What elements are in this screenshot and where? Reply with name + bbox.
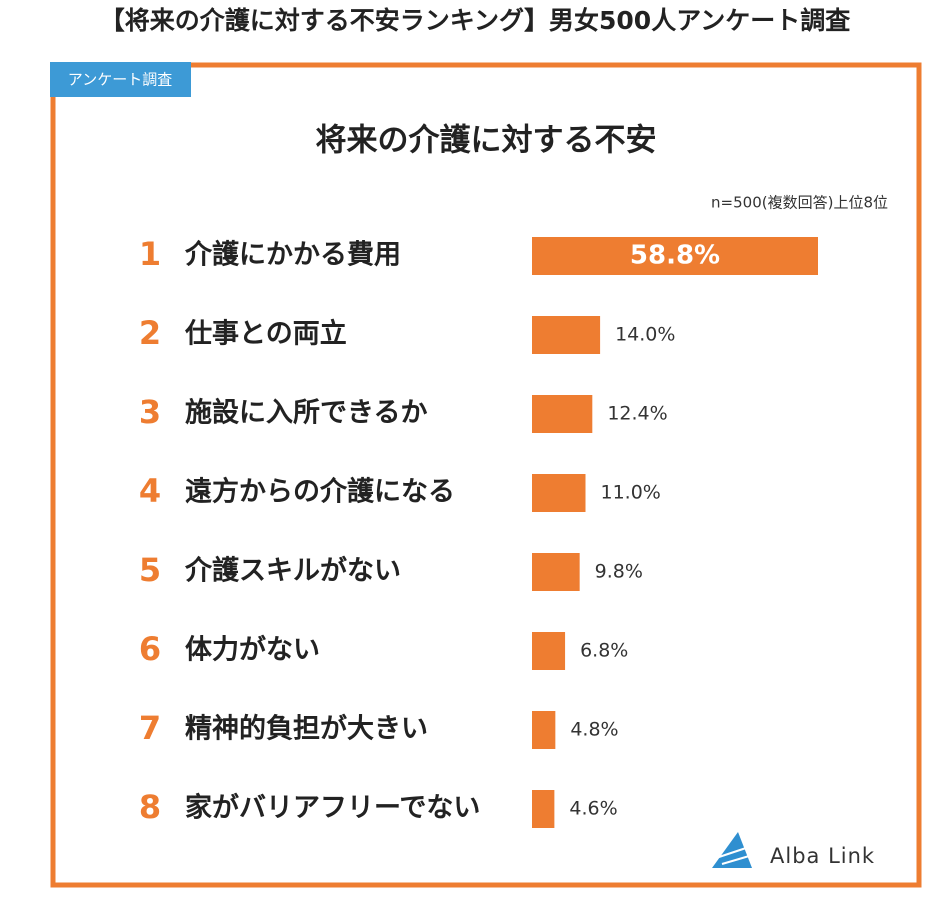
logo-group: Alba Link: [712, 832, 875, 868]
category-label: 遠方からの介護になる: [185, 476, 455, 508]
rank: 8: [139, 788, 161, 826]
rank: 2: [139, 314, 161, 352]
bar: [532, 237, 818, 275]
badge-bg: [50, 62, 191, 97]
bar: [532, 632, 566, 670]
value-label: 9.8%: [595, 561, 643, 583]
category-label: 精神的負担が大きい: [185, 713, 428, 745]
value-label: 58.8%: [630, 241, 720, 271]
rank: 3: [139, 393, 161, 431]
bar: [532, 790, 555, 828]
category-label: 介護にかかる費用: [184, 239, 401, 271]
category-label: 体力がない: [185, 634, 320, 666]
rank: 7: [139, 709, 161, 747]
value-label: 12.4%: [607, 403, 667, 425]
value-label: 4.8%: [570, 719, 618, 741]
bar: [532, 711, 556, 749]
value-label: 6.8%: [580, 640, 628, 662]
value-label: 11.0%: [601, 482, 661, 504]
badge: アンケート調査: [68, 71, 172, 89]
category-label: 介護スキルがない: [184, 555, 401, 587]
bar: [532, 553, 580, 591]
category-label: 家がバリアフリーでない: [185, 792, 480, 824]
bar: [532, 474, 586, 512]
value-label: 4.6%: [569, 798, 617, 820]
rank: 4: [139, 472, 161, 510]
page-title: 【将来の介護に対する不安ランキング】男女500人アンケート調査: [100, 6, 850, 35]
bar: [532, 395, 593, 433]
rank: 1: [139, 235, 161, 273]
value-label: 14.0%: [615, 324, 675, 346]
chart-title: 将来の介護に対する不安: [316, 123, 657, 159]
logo: Alba Link: [770, 844, 875, 868]
rank: 5: [139, 551, 161, 589]
logo-icon: [712, 832, 752, 868]
logo-stripes: [715, 845, 757, 865]
bar: [532, 316, 601, 354]
note: n=500(複数回答)上位8位: [711, 194, 888, 212]
frame: [50, 62, 922, 888]
category-label: 施設に入所できるか: [185, 397, 427, 429]
category-label: 仕事との両立: [184, 318, 347, 350]
rank: 6: [139, 630, 161, 668]
